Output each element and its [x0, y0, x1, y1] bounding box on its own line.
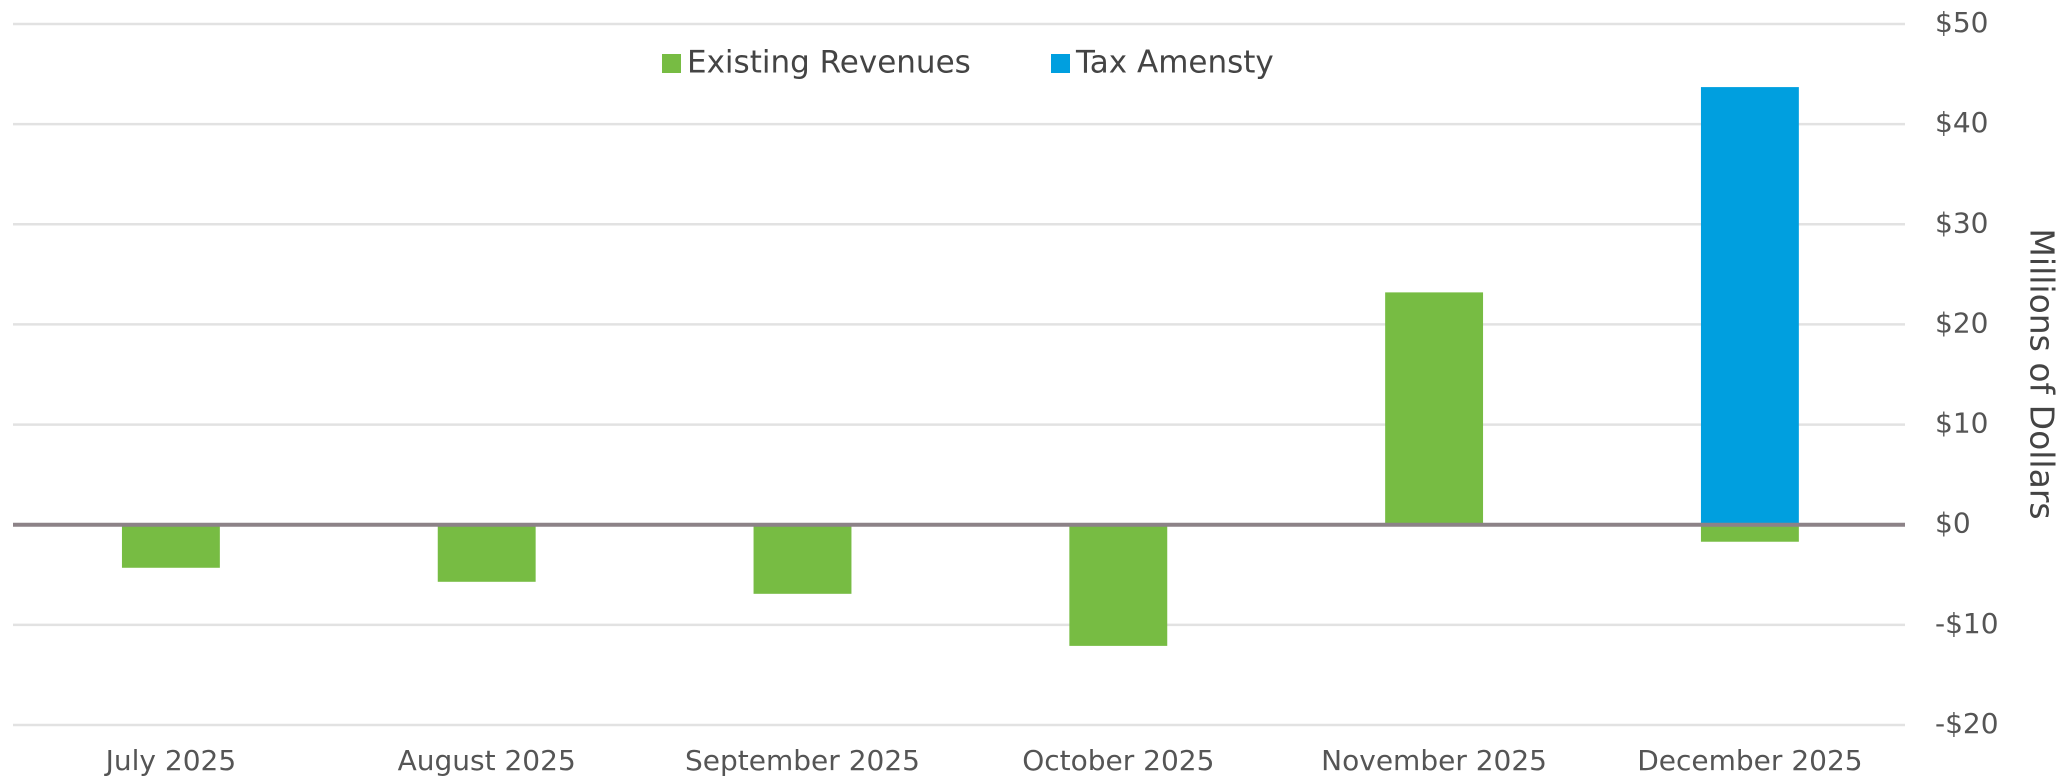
bar [1700, 524, 1799, 542]
legend-label: Existing Revenues [687, 45, 971, 81]
y-tick-label: $50 [1935, 6, 1988, 39]
bar [753, 524, 852, 594]
bar [1385, 292, 1484, 525]
legend-swatch [1051, 54, 1070, 73]
x-tick-label: July 2025 [104, 744, 237, 777]
y-tick-label: $40 [1935, 106, 1988, 139]
legend-label: Tax Amensty [1075, 45, 1274, 81]
y-axis-title: Millions of Dollars [2023, 228, 2062, 519]
x-tick-label: October 2025 [1022, 744, 1214, 777]
legend-swatch [662, 54, 681, 73]
bar [1069, 524, 1168, 646]
y-tick-label: $0 [1935, 507, 1971, 540]
y-tick-label: -$20 [1935, 707, 1999, 740]
x-tick-label: November 2025 [1321, 744, 1547, 777]
y-tick-label: $30 [1935, 206, 1988, 239]
y-tick-label: -$10 [1935, 607, 1999, 640]
bar [121, 524, 220, 568]
y-tick-label: $10 [1935, 407, 1988, 440]
y-tick-label: $20 [1935, 306, 1988, 339]
x-tick-label: September 2025 [685, 744, 920, 777]
bar [1700, 87, 1799, 525]
bar [437, 524, 536, 582]
x-tick-label: August 2025 [398, 744, 576, 777]
x-tick-label: December 2025 [1637, 744, 1862, 777]
